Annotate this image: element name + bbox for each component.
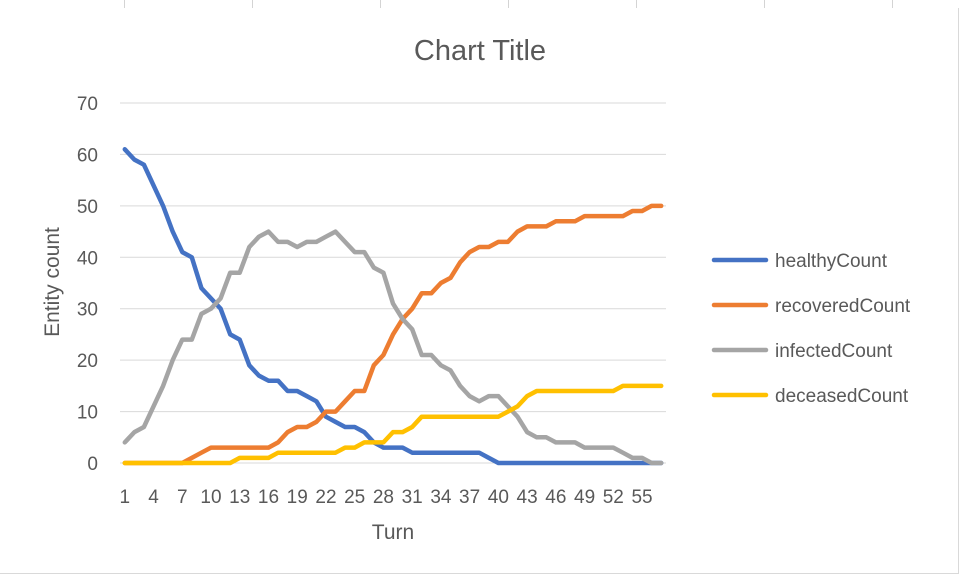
column-gridline <box>508 0 509 8</box>
x-tick-label: 1 <box>120 487 131 508</box>
y-tick-label: 30 <box>77 300 98 321</box>
y-axis-label[interactable]: Entity count <box>41 227 64 337</box>
x-tick-label: 7 <box>177 487 188 508</box>
y-tick-label: 40 <box>77 248 98 269</box>
x-tick-label: 22 <box>315 487 336 508</box>
x-tick-label: 28 <box>373 487 394 508</box>
x-tick-label: 52 <box>603 487 624 508</box>
y-tick-label: 20 <box>77 351 98 372</box>
x-tick-label: 13 <box>229 487 250 508</box>
legend-label-recoveredCount: recoveredCount <box>775 296 911 317</box>
y-axis-tick-labels: 0 10 20 30 40 50 60 70 <box>77 94 98 475</box>
line-chart: Chart Title 0 10 20 30 40 50 60 70 1 4 7 10 13 16 19 2… <box>41 35 911 544</box>
series-line-deceasedCount <box>122 383 664 466</box>
x-axis-tick-labels: 1 4 7 10 13 16 19 22 25 28 31 34 37 40 43 46 49 52 55 <box>120 487 653 508</box>
x-tick-label: 37 <box>459 487 480 508</box>
y-tick-label: 50 <box>77 197 98 218</box>
column-gridline <box>252 0 253 8</box>
x-tick-label: 55 <box>631 487 652 508</box>
column-gridline <box>636 0 637 8</box>
legend-label-deceasedCount: deceasedCount <box>775 386 909 407</box>
column-gridline <box>764 0 765 8</box>
y-tick-label: 60 <box>77 145 98 166</box>
x-tick-label: 16 <box>258 487 279 508</box>
x-tick-label: 25 <box>344 487 365 508</box>
chart-title[interactable]: Chart Title <box>414 35 546 67</box>
column-gridline <box>380 0 381 8</box>
x-axis-label[interactable]: Turn <box>372 521 414 544</box>
x-tick-label: 49 <box>574 487 595 508</box>
x-tick-label: 43 <box>517 487 538 508</box>
spreadsheet-column-gridlines <box>0 0 963 8</box>
chart-area[interactable]: Chart Title 0 10 20 30 40 50 60 70 1 4 7 10 13 16 19 2… <box>0 8 959 574</box>
y-tick-label: 70 <box>77 94 98 115</box>
legend-label-healthyCount: healthyCount <box>775 251 888 272</box>
column-gridline <box>892 0 893 8</box>
legend-label-infectedCount: infectedCount <box>775 341 893 362</box>
series-line-recoveredCount <box>122 203 664 466</box>
series-line-healthyCount <box>122 147 664 466</box>
legend[interactable]: healthyCount recoveredCount infectedCount d… <box>711 251 911 407</box>
x-tick-label: 40 <box>488 487 509 508</box>
x-tick-label: 4 <box>148 487 159 508</box>
y-tick-label: 10 <box>77 403 98 424</box>
x-tick-label: 46 <box>545 487 566 508</box>
x-tick-label: 34 <box>430 487 452 508</box>
x-tick-label: 19 <box>287 487 308 508</box>
column-gridline <box>124 0 125 8</box>
plot-series <box>122 147 664 466</box>
series-line-infectedCount <box>122 229 664 466</box>
y-tick-label: 0 <box>87 454 98 475</box>
x-tick-label: 31 <box>402 487 423 508</box>
x-tick-label: 10 <box>200 487 221 508</box>
